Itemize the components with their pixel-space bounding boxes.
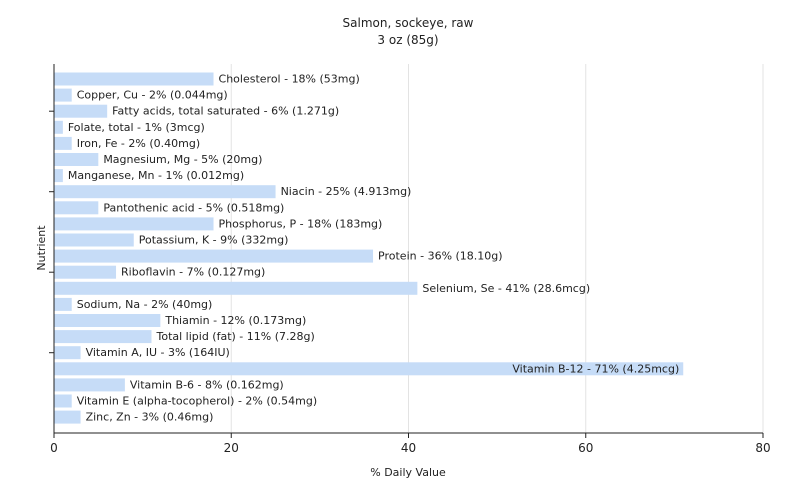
bar (54, 394, 72, 408)
bar-label: Potassium, K - 9% (332mg) (139, 234, 289, 247)
x-tick-label: 80 (755, 441, 770, 455)
bar-label: Thiamin - 12% (0.173mg) (164, 314, 306, 327)
y-axis-label: Nutrient (35, 225, 48, 271)
bar-label: Total lipid (fat) - 11% (7.28g) (155, 330, 314, 343)
bar-label: Selenium, Se - 41% (28.6mcg) (422, 282, 590, 295)
bar (54, 88, 72, 102)
bar (54, 297, 72, 311)
bar-label: Copper, Cu - 2% (0.044mg) (77, 89, 228, 102)
bar-label: Magnesium, Mg - 5% (20mg) (103, 153, 262, 166)
x-tick-label: 20 (224, 441, 239, 455)
bar (54, 153, 99, 166)
chart-title: Salmon, sockeye, raw (343, 16, 474, 30)
bar-label: Phosphorus, P - 18% (183mg) (219, 217, 383, 230)
gridlines (230, 64, 764, 433)
bar (54, 136, 72, 150)
bar (54, 249, 374, 263)
x-tick-label: 60 (578, 441, 593, 455)
bar (54, 362, 684, 376)
bar (54, 378, 125, 392)
x-tick-label: 40 (401, 441, 416, 455)
bar-label: Iron, Fe - 2% (0.40mg) (77, 137, 200, 150)
bar (54, 201, 99, 215)
bar (54, 314, 161, 327)
bar-label: Zinc, Zn - 3% (0.46mg) (86, 411, 214, 424)
bar (54, 410, 81, 424)
bar-label: Fatty acids, total saturated - 6% (1.271… (112, 105, 339, 118)
bar (54, 185, 276, 199)
bar (54, 233, 134, 247)
bar-label: Cholesterol - 18% (53mg) (219, 73, 360, 86)
bar (54, 217, 214, 231)
x-tick-label: 0 (50, 441, 58, 455)
bar (54, 120, 63, 134)
bar (54, 72, 214, 86)
bar (54, 281, 418, 295)
bar-label: Folate, total - 1% (3mcg) (68, 121, 205, 134)
bar-label: Vitamin B-12 - 71% (4.25mcg) (512, 362, 679, 375)
bar (54, 265, 117, 279)
x-axis-label: % Daily Value (370, 466, 446, 479)
bar-group: Cholesterol - 18% (53mg) Copper, Cu - 2% … (54, 72, 684, 424)
bar-label: Pantothenic acid - 5% (0.518mg) (103, 201, 284, 214)
bar-label: Niacin - 25% (4.913mg) (281, 185, 412, 198)
bar-label: Vitamin B-6 - 8% (0.162mg) (130, 378, 284, 391)
axes: 0 20 40 60 80 (49, 64, 771, 455)
bar-label: Riboflavin - 7% (0.127mg) (121, 266, 265, 279)
chart-subtitle: 3 oz (85g) (377, 33, 438, 47)
bar (54, 169, 63, 183)
bar-label: Vitamin E (alpha-tocopherol) - 2% (0.54m… (77, 395, 317, 408)
bar (54, 104, 108, 118)
bar (54, 346, 81, 360)
bar-label: Manganese, Mn - 1% (0.012mg) (68, 169, 244, 182)
bar (54, 330, 152, 344)
bar-label: Vitamin A, IU - 3% (164IU) (86, 346, 230, 359)
bar-label: Sodium, Na - 2% (40mg) (77, 298, 213, 311)
bar-label: Protein - 36% (18.10g) (378, 250, 503, 263)
